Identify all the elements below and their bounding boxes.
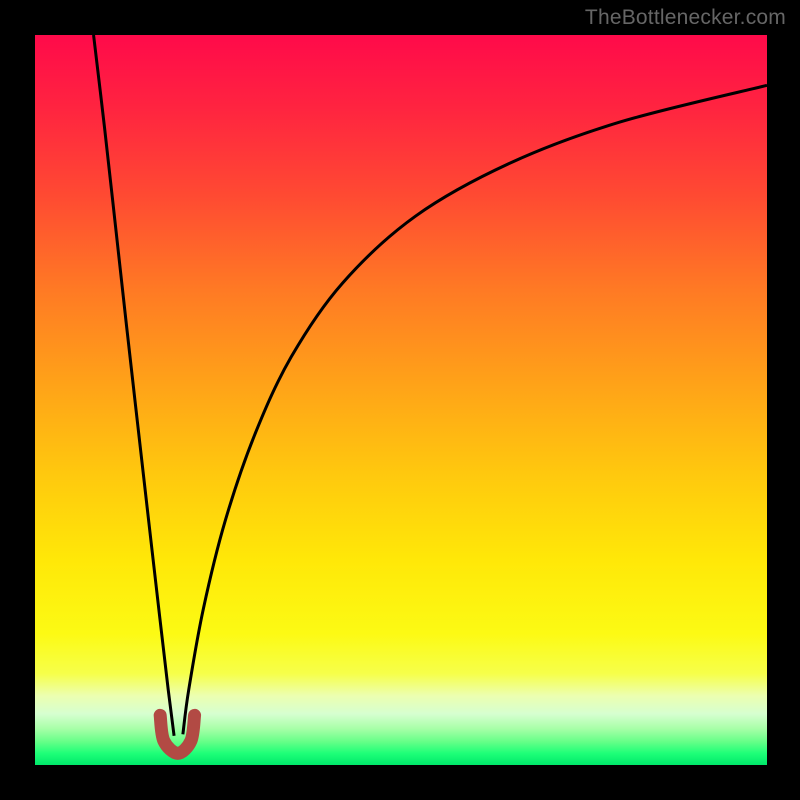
optimal-marker [160,715,194,753]
curve-right-branch [183,85,767,734]
plot-area [35,35,767,765]
bottleneck-curve [35,35,767,765]
curve-left-branch [94,35,175,736]
frame: TheBottlenecker.com [0,0,800,800]
watermark: TheBottlenecker.com [585,6,786,30]
